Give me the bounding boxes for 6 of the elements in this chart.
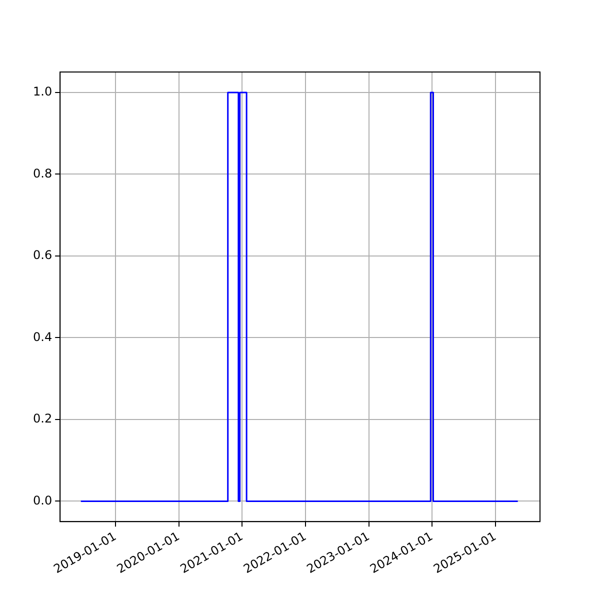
y-tick-label: 0.0 (32, 493, 52, 508)
y-tick-label: 0.8 (32, 166, 52, 180)
y-tick-label: 1.0 (32, 84, 52, 99)
y-tick-label: 0.4 (32, 330, 52, 344)
y-tick-label: 0.2 (32, 412, 52, 426)
y-tick-label: 0.6 (32, 248, 52, 262)
